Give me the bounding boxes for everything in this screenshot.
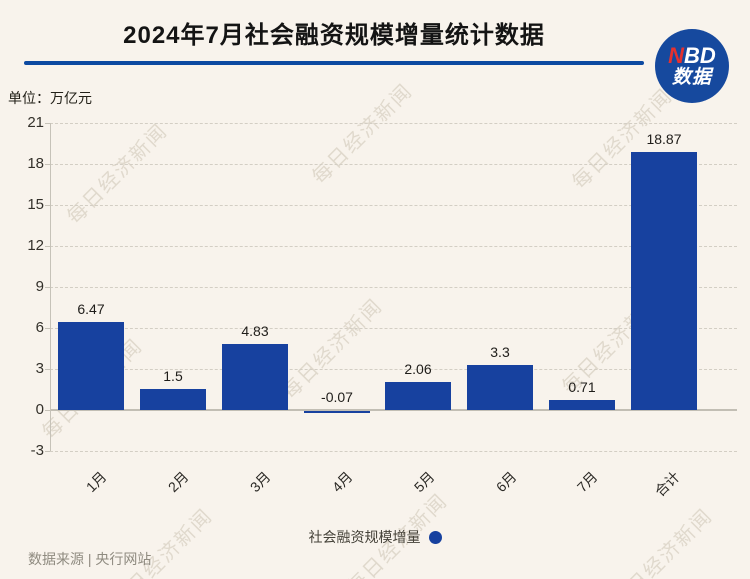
- nbd-logo-text: NBD: [668, 42, 716, 68]
- x-tick-label-5月: 5月: [410, 468, 438, 496]
- data-source: 数据来源 | 央行网站: [28, 551, 152, 567]
- chart-legend: 社会融资规模增量: [0, 527, 750, 547]
- bar-value-label-4月: -0.07: [321, 389, 353, 405]
- gridline-21: [50, 122, 737, 124]
- zero-baseline: [50, 409, 737, 411]
- bar-3月: [222, 343, 288, 410]
- y-tickmark-6: [45, 327, 50, 329]
- nbd-logo-n: N: [668, 42, 685, 68]
- x-tick-label-1月: 1月: [83, 468, 110, 496]
- legend-label: 社会融资规模增量: [308, 529, 421, 545]
- bar-1月: [58, 321, 124, 410]
- title-divider: [24, 61, 644, 65]
- bar-value-label-3月: 4.83: [241, 322, 269, 339]
- y-tickmark-21: [45, 122, 50, 124]
- bar-value-label-2月: 1.5: [163, 368, 183, 385]
- gridline-12: [50, 245, 737, 247]
- unit-label: 单位：万亿元: [8, 90, 92, 106]
- bar-6月: [467, 364, 533, 410]
- y-tick-label-6: 6: [35, 318, 44, 336]
- y-tick-label-9: 9: [35, 277, 44, 295]
- y-tickmark-9: [45, 286, 50, 288]
- y-tick-label-0: 0: [35, 401, 44, 418]
- y-tick-label--3: -3: [30, 442, 44, 459]
- bar-5月: [385, 381, 451, 410]
- y-axis-line: [50, 122, 51, 451]
- y-tickmark-3: [45, 368, 50, 370]
- nbd-logo-subtitle: 数据: [671, 66, 712, 88]
- y-tick-label-18: 18: [27, 154, 44, 172]
- x-tick-label-6月: 6月: [492, 468, 520, 496]
- gridline-18: [50, 163, 737, 165]
- bar-value-label-6月: 3.3: [490, 343, 510, 360]
- y-tickmark-12: [45, 245, 50, 247]
- x-tick-label-4月: 4月: [328, 468, 356, 496]
- x-tick-label-2月: 2月: [164, 468, 192, 496]
- bar-value-label-合计: 18.87: [646, 131, 682, 148]
- x-tick-label-7月: 7月: [574, 468, 601, 496]
- legend-marker-dot: [428, 530, 442, 544]
- gridline-9: [50, 286, 737, 288]
- y-tick-label-21: 21: [27, 113, 44, 131]
- nbd-logo: NBD 数据: [655, 29, 729, 103]
- y-tickmark-15: [45, 204, 50, 206]
- y-tickmark-0: [45, 410, 50, 411]
- nbd-logo-bd: BD: [684, 42, 716, 68]
- y-tick-label-3: 3: [35, 359, 44, 377]
- bar-value-label-5月: 2.06: [404, 360, 432, 377]
- bar-4月: [304, 411, 370, 413]
- x-tick-label-3月: 3月: [246, 468, 274, 496]
- y-tick-label-12: 12: [27, 236, 44, 254]
- gridline-15: [50, 204, 737, 206]
- y-tickmark--3: [45, 451, 50, 452]
- bar-value-label-7月: 0.71: [568, 379, 596, 396]
- y-tickmark-18: [45, 163, 50, 165]
- bar-合计: [631, 152, 697, 410]
- gridline-6: [50, 327, 737, 329]
- bar-value-label-1月: 6.47: [77, 300, 105, 317]
- y-tick-label-15: 15: [27, 195, 44, 213]
- bar-7月: [549, 400, 615, 410]
- page-title: 2024年7月社会融资规模增量统计数据: [123, 22, 545, 49]
- gridline--3: [50, 451, 737, 452]
- bar-2月: [140, 389, 206, 410]
- gridline-3: [50, 368, 737, 370]
- x-tick-label-合计: 合计: [651, 468, 683, 500]
